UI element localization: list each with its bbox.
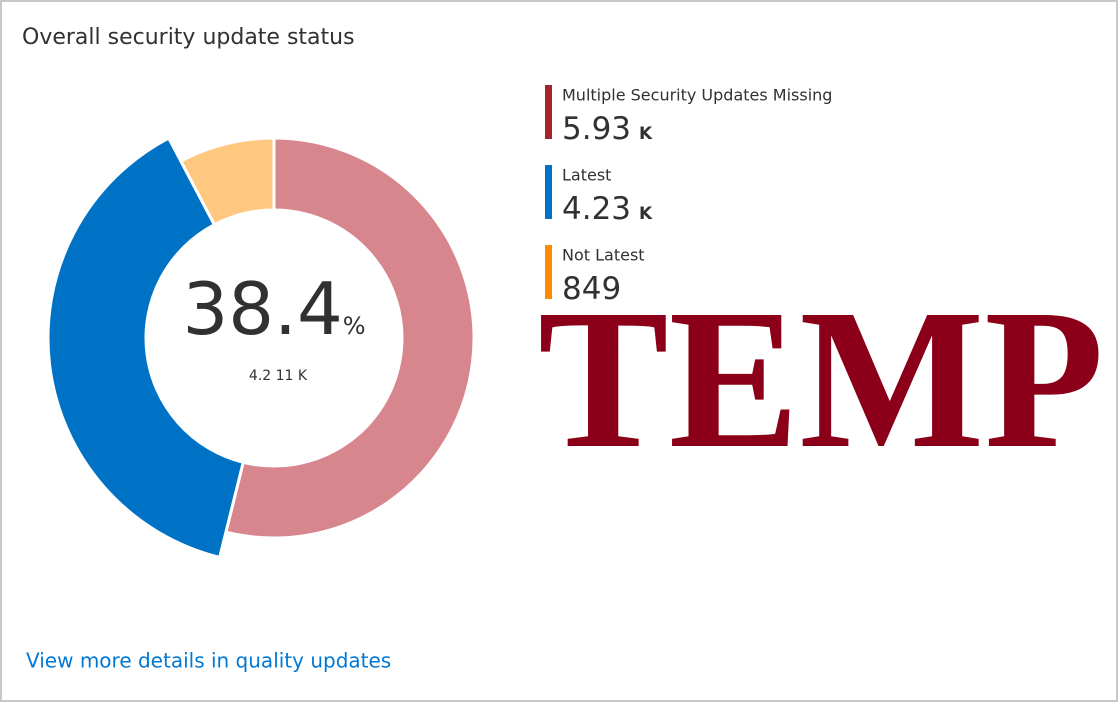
legend-value: 4.23 K: [562, 191, 653, 227]
legend-label: Latest: [562, 166, 611, 185]
donut-slice: [224, 136, 476, 540]
center-value: 38.4%: [182, 267, 365, 351]
center-number: 38.4: [182, 267, 342, 351]
legend-value: 5.93 K: [562, 111, 653, 147]
widget-title: Overall security update status: [22, 25, 355, 50]
legend-label: Multiple Security Updates Missing: [562, 86, 832, 105]
legend-number: 4.23: [562, 191, 631, 227]
donut: [46, 135, 476, 560]
legend-unit: K: [639, 204, 653, 224]
donut-slice: [46, 135, 246, 560]
watermark: TEMP: [538, 269, 1104, 490]
details-link[interactable]: View more details in quality updates: [26, 649, 391, 673]
legend-swatch: [545, 165, 552, 219]
center-unit: %: [343, 312, 366, 340]
legend: Multiple Security Updates Missing 5.93 K La…: [545, 85, 832, 307]
legend-number: 849: [562, 271, 621, 307]
donut-slice: [178, 136, 276, 227]
legend-swatch: [545, 85, 552, 139]
legend-value: 849: [562, 271, 621, 307]
legend-label: Not Latest: [562, 246, 645, 265]
center-sublabel: 4.2 11 K: [249, 368, 308, 384]
legend-unit: K: [639, 124, 653, 144]
legend-swatch: [545, 245, 552, 299]
legend-number: 5.93: [562, 111, 631, 147]
